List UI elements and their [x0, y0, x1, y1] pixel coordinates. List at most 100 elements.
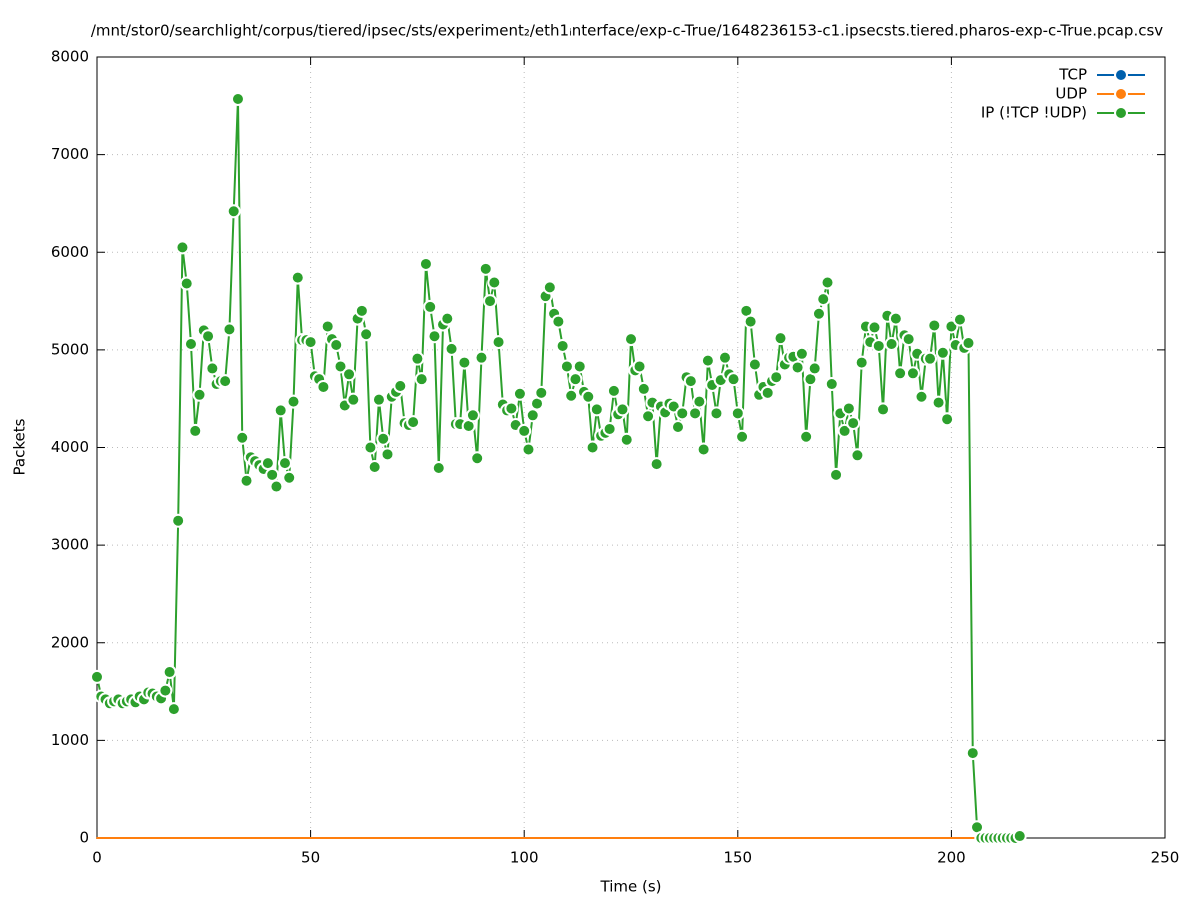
y-tick-label: 4000: [51, 438, 89, 456]
data-point: [512, 386, 527, 401]
x-tick-label: 200: [937, 849, 966, 867]
data-point: [166, 702, 181, 717]
data-point: [162, 665, 177, 680]
data-point: [790, 360, 805, 375]
data-point: [290, 270, 305, 285]
data-point: [380, 447, 395, 462]
data-point: [427, 329, 442, 344]
y-tick-label: 8000: [51, 48, 89, 66]
data-point: [551, 314, 566, 329]
y-tick-label: 5000: [51, 340, 89, 358]
data-point: [346, 392, 361, 407]
data-point: [670, 419, 685, 434]
data-point: [641, 409, 656, 424]
data-point: [952, 312, 967, 327]
data-point: [303, 335, 318, 350]
y-tick-label: 2000: [51, 633, 89, 651]
data-point: [850, 448, 865, 463]
data-point: [769, 370, 784, 385]
data-point: [286, 394, 301, 409]
legend-swatch: [1114, 106, 1128, 120]
data-point: [846, 416, 861, 431]
data-point: [393, 378, 408, 393]
chart-title: /mnt/stor0/searchlight/corpus/tiered/ips…: [91, 22, 1163, 40]
data-point: [632, 359, 647, 374]
data-point: [700, 353, 715, 368]
data-point: [747, 357, 762, 372]
data-point: [726, 372, 741, 387]
x-tick-label: 100: [510, 849, 539, 867]
data-point: [935, 345, 950, 360]
data-point: [884, 337, 899, 352]
data-point: [188, 423, 203, 438]
data-point: [854, 355, 869, 370]
legend-swatch: [1114, 68, 1128, 82]
x-tick-label: 150: [723, 849, 752, 867]
y-tick-label: 0: [79, 829, 89, 847]
y-axis-label: Packets: [11, 418, 29, 475]
data-point: [158, 683, 173, 698]
data-point: [354, 303, 369, 318]
data-point: [525, 408, 540, 423]
data-point: [820, 275, 835, 290]
data-point: [568, 372, 583, 387]
data-point: [483, 294, 498, 309]
data-point: [555, 338, 570, 353]
data-point: [905, 366, 920, 381]
x-tick-label: 250: [1151, 849, 1180, 867]
data-point: [743, 314, 758, 329]
data-point: [265, 467, 280, 482]
data-point: [359, 327, 374, 342]
data-point: [649, 457, 664, 472]
y-tick-label: 7000: [51, 145, 89, 163]
data-point: [773, 331, 788, 346]
data-point: [235, 430, 250, 445]
data-point: [1012, 829, 1027, 844]
data-point: [192, 387, 207, 402]
data-point: [927, 318, 942, 333]
data-point: [282, 470, 297, 485]
data-point: [333, 359, 348, 374]
data-point: [465, 408, 480, 423]
data-point: [717, 350, 732, 365]
data-point: [222, 322, 237, 337]
data-point: [444, 341, 459, 356]
data-point: [470, 451, 485, 466]
data-point: [406, 415, 421, 430]
data-point: [841, 401, 856, 416]
data-point: [602, 421, 617, 436]
data-point: [606, 383, 621, 398]
data-point: [205, 361, 220, 376]
y-tick-label: 3000: [51, 536, 89, 554]
data-point: [431, 461, 446, 476]
data-point: [363, 440, 378, 455]
data-point: [829, 467, 844, 482]
data-point: [316, 379, 331, 394]
data-point: [342, 367, 357, 382]
data-point: [931, 395, 946, 410]
data-point: [457, 355, 472, 370]
legend-label: TCP: [1058, 66, 1087, 84]
x-axis-label: Time (s): [600, 878, 662, 896]
data-point: [824, 377, 839, 392]
data-point: [504, 401, 519, 416]
data-point: [218, 374, 233, 389]
data-point: [226, 204, 241, 219]
data-point: [478, 261, 493, 276]
data-point: [260, 456, 275, 471]
data-point: [624, 332, 638, 347]
data-point: [230, 91, 245, 106]
data-point: [440, 311, 455, 326]
data-point: [367, 460, 382, 475]
legend-label: IP (!TCP !UDP): [981, 104, 1087, 122]
data-point: [807, 361, 822, 376]
data-point: [730, 406, 745, 421]
x-tick-label: 0: [92, 849, 102, 867]
data-point: [589, 402, 604, 417]
data-point: [175, 240, 190, 255]
data-point: [179, 276, 194, 291]
data-point: [816, 292, 831, 307]
data-point: [940, 412, 955, 427]
data-point: [418, 256, 433, 271]
y-tick-label: 6000: [51, 243, 89, 261]
